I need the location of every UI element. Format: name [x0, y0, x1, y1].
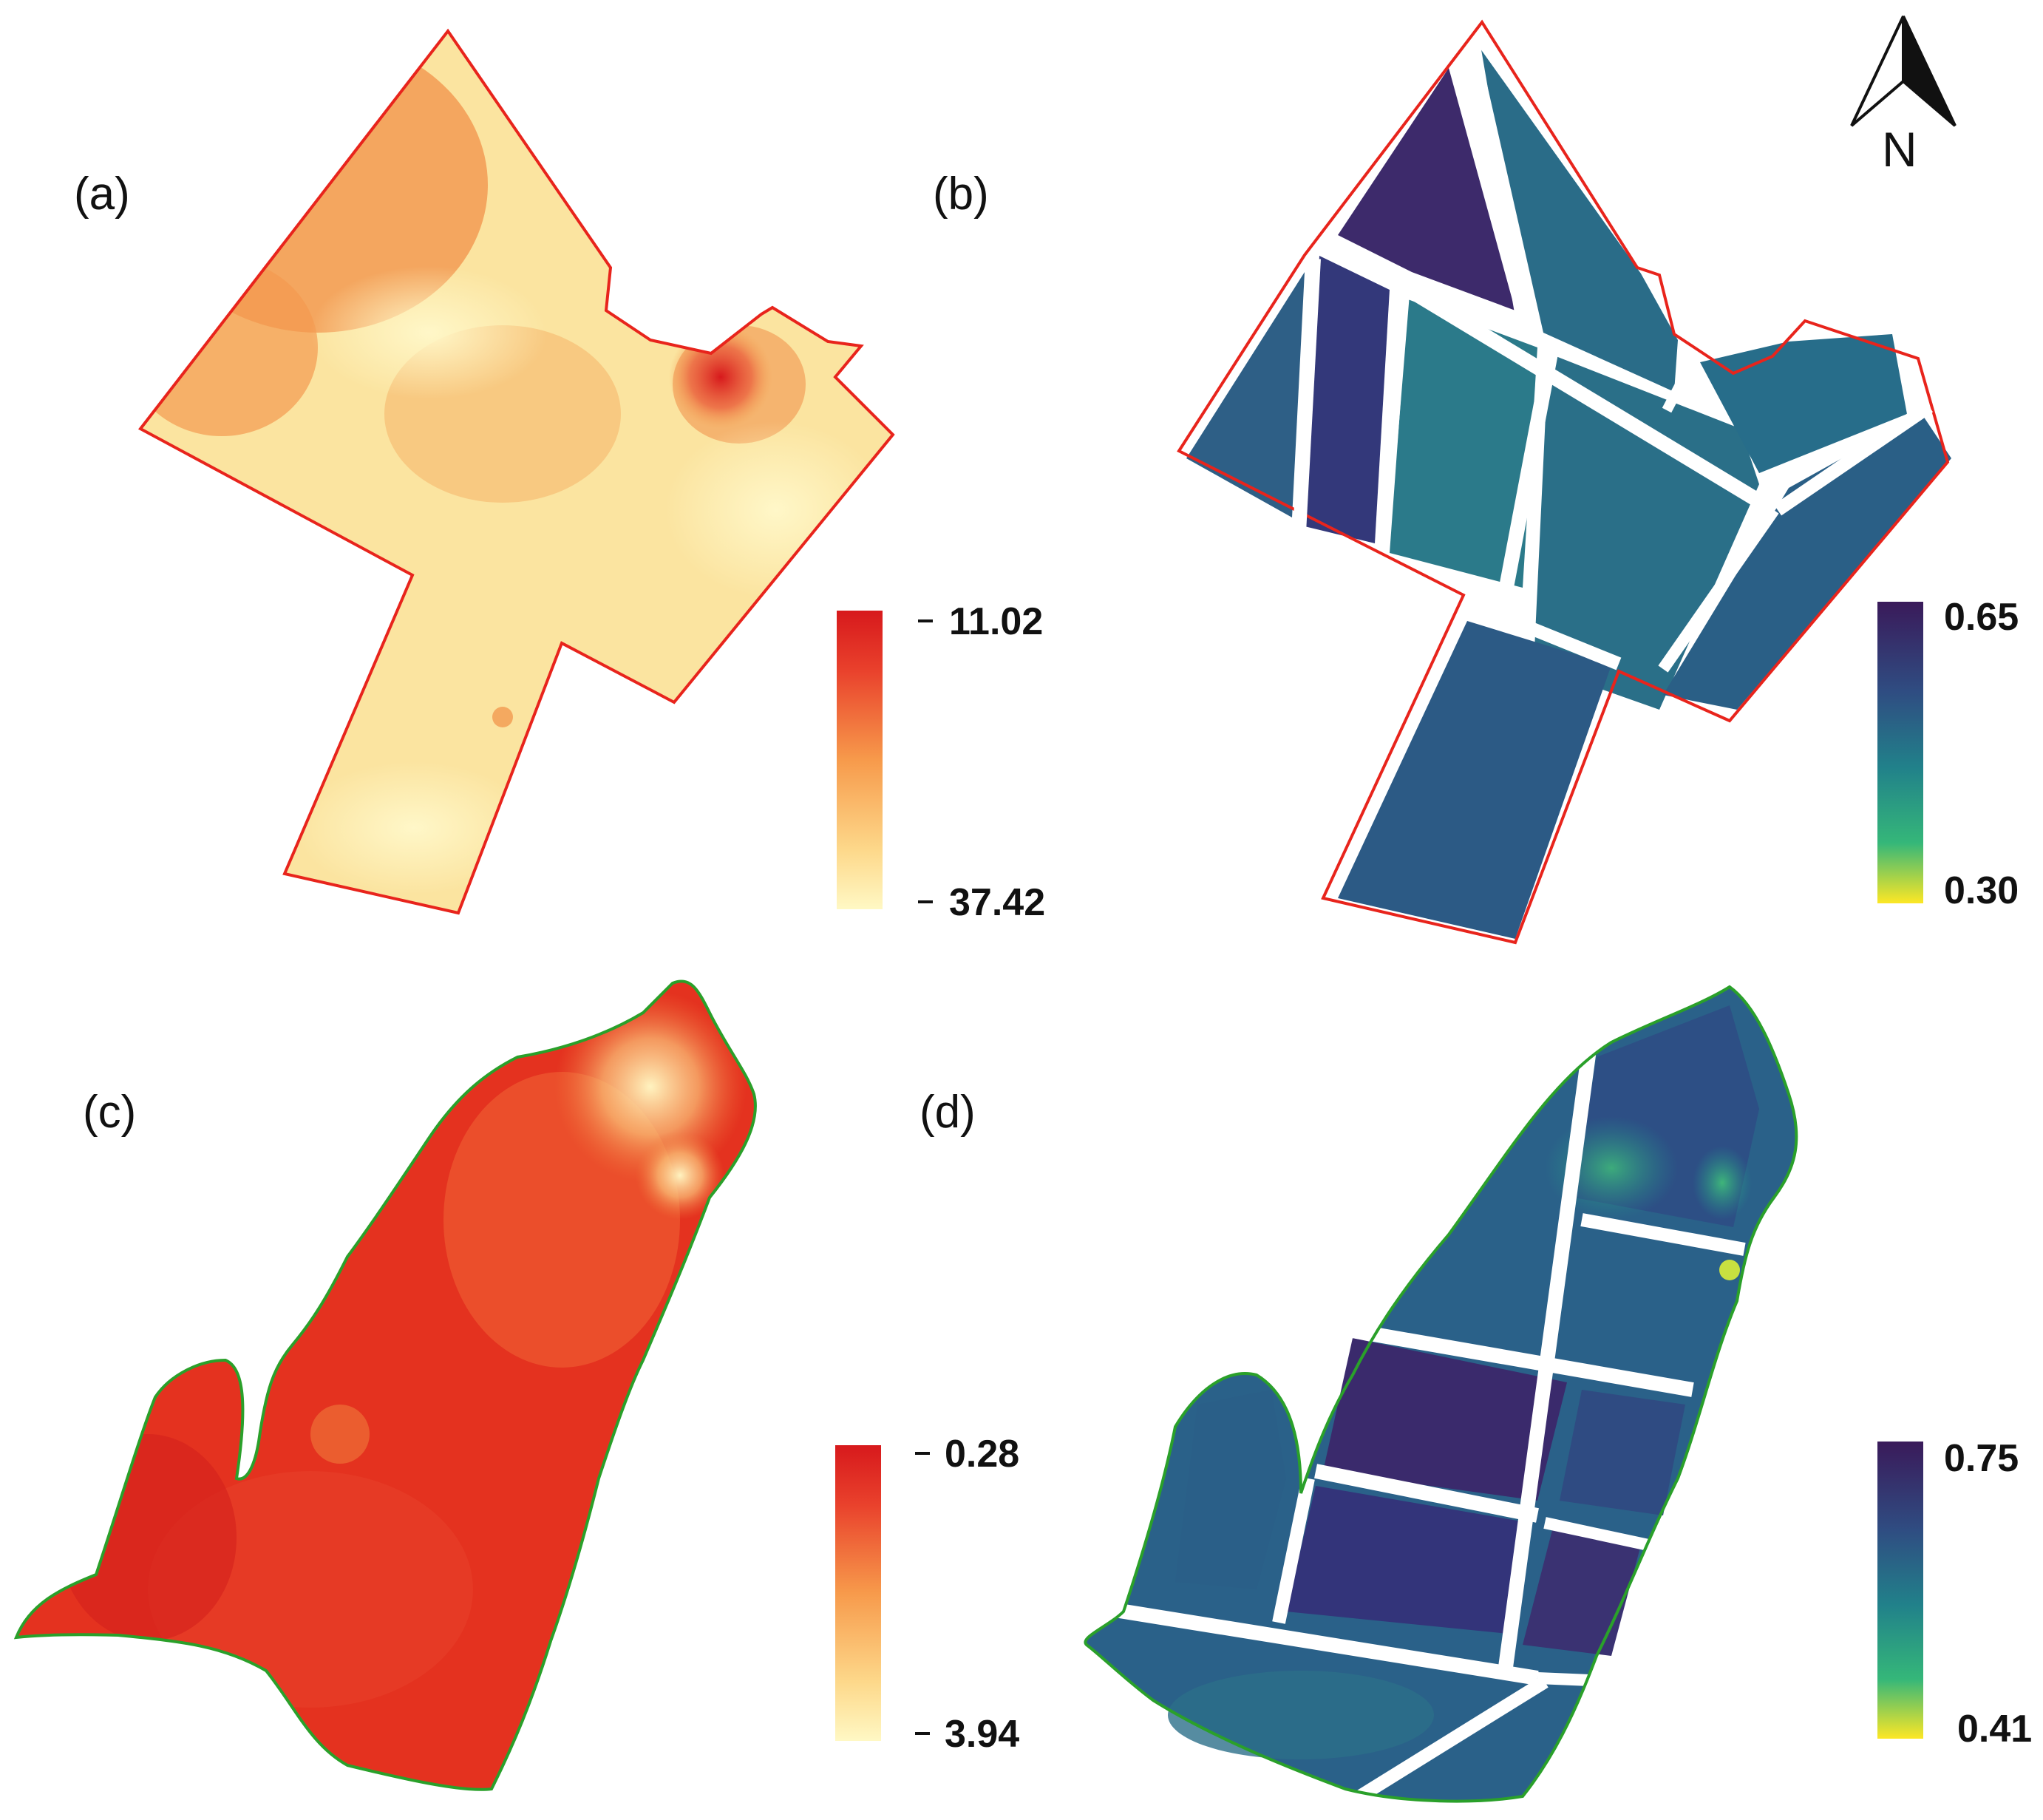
- legend-min-c: 3.94: [945, 1713, 1019, 1756]
- field-map-d: [1084, 985, 1798, 1803]
- legend-max-b: 0.65: [1944, 596, 2019, 639]
- north-arrow-icon: [1850, 16, 1957, 127]
- panel-b: (b): [933, 19, 2019, 945]
- panel-label-a: (a): [74, 169, 130, 220]
- legend-max-c: 0.28: [945, 1433, 1019, 1476]
- legend-min-b: 0.30: [1944, 869, 2019, 912]
- colorbar-d: [1877, 1442, 1923, 1739]
- legend-max-a: 11.02: [949, 600, 1043, 643]
- colorbar-b: [1877, 602, 1923, 903]
- north-arrow: N: [1850, 16, 1957, 177]
- colorbar-a: [837, 611, 883, 909]
- field-map-a: [137, 28, 895, 915]
- legend-min-a: 37.42: [949, 881, 1045, 924]
- panel-a: (a) 11.02 37.42: [74, 28, 1045, 924]
- field-map-b: [1177, 19, 1951, 945]
- panel-c: (c) 0.28 3.94: [13, 979, 1019, 1791]
- panel-label-d: (d): [919, 1087, 976, 1138]
- panel-d: (d): [919, 985, 2032, 1803]
- legend-min-d: 0.41: [1957, 1708, 2032, 1751]
- legend-max-d: 0.75: [1944, 1437, 2019, 1480]
- legend-d: 0.75 0.41: [1877, 1437, 2032, 1751]
- colorbar-c: [835, 1445, 881, 1741]
- field-map-c: [13, 979, 757, 1791]
- north-label: N: [1882, 122, 1917, 177]
- legend-b: 0.65 0.30: [1877, 596, 2019, 912]
- panel-label-c: (c): [83, 1087, 136, 1138]
- legend-c: 0.28 3.94: [835, 1433, 1019, 1756]
- legend-a: 11.02 37.42: [837, 600, 1045, 924]
- panel-label-b: (b): [933, 169, 989, 220]
